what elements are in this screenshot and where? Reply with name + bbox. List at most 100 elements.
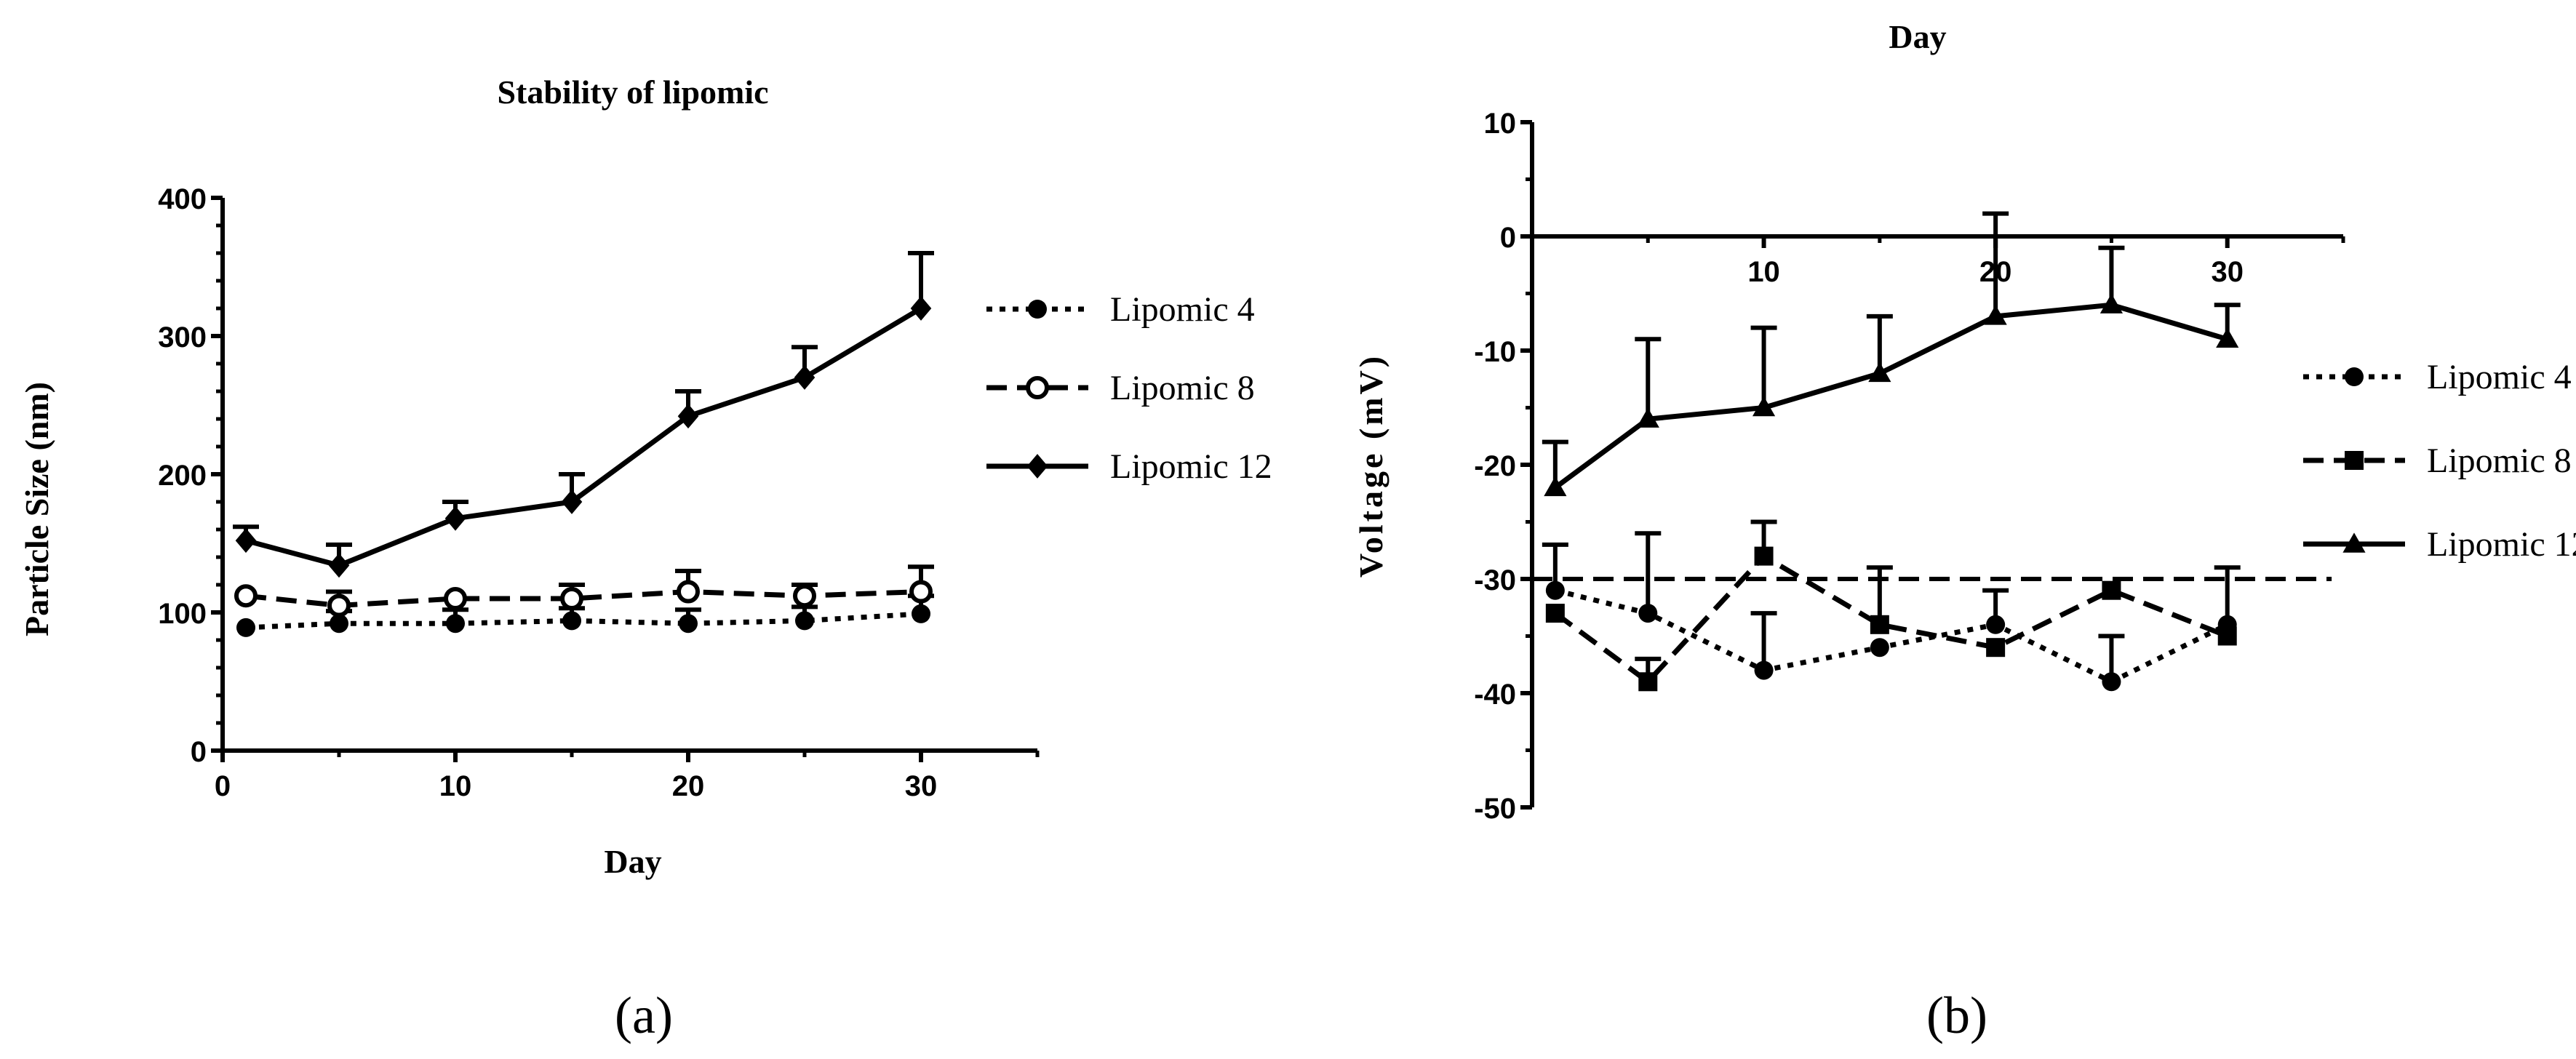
- panel-a-legend-label: Lipomic 8: [1110, 369, 1255, 407]
- panel-a-series-1-point: [446, 614, 465, 634]
- panel-a-series-3-point: [235, 528, 257, 554]
- panel-b-series-3-point: [1544, 476, 1567, 497]
- panel-a-series-2-point: [327, 594, 351, 618]
- panel-a-legend-entry-3: Lipomic 12: [986, 447, 1272, 486]
- panel-b-series-2-point: [2217, 626, 2237, 646]
- panel-a-y-axis-label: Particle Size (nm): [18, 382, 55, 636]
- panel-b-series-2-point: [1870, 615, 1889, 634]
- panel-b-legend-swatch-marker: [2342, 532, 2366, 553]
- panel-b-series-2-point: [1638, 672, 1658, 692]
- panel-a-series-3-group: [233, 251, 934, 578]
- panel-b-series-1-point: [1638, 604, 1658, 623]
- panel-b-series-2-group: [1545, 519, 2237, 692]
- panel-a-series-2-point: [560, 587, 583, 610]
- panel-b-legend: Lipomic 4 Lipomic 8 Lipomic 12: [2303, 358, 2576, 564]
- panel-b-series-3-point: [2216, 327, 2239, 348]
- panel-b-y-axis-label: Voltage (mV): [1352, 353, 1389, 578]
- panel-b-legend-swatch-marker: [2345, 451, 2364, 470]
- panel-a-legend-swatch-marker: [1026, 376, 1049, 399]
- panel-a-legend-swatch-marker: [1028, 300, 1047, 319]
- panel-b-title: Day: [1889, 18, 1946, 55]
- panel-b-series-1-point: [1870, 638, 1889, 658]
- panel-b-y-tick-label: -10: [1474, 336, 1516, 368]
- panel-b-y-tick-label: -30: [1474, 564, 1516, 596]
- panel-b-y-tick-label: 10: [1484, 108, 1517, 140]
- panel-b-series-1-point: [2102, 672, 2121, 692]
- panel-b-series-3-point: [1636, 407, 1659, 428]
- panel-a-legend-swatch-marker: [1026, 454, 1048, 479]
- panel-a-series-2-point: [444, 587, 467, 610]
- panel-b-series-3-point: [1984, 305, 2007, 325]
- panel-a-series-1-point: [679, 614, 698, 634]
- panel-a-series-3-point: [677, 404, 699, 429]
- panel-b-y-tick-label: -40: [1474, 679, 1516, 711]
- panel-b-legend-label: Lipomic 4: [2427, 358, 2572, 396]
- panel-a-series-3-point: [444, 505, 466, 531]
- panel-b-y-tick-label: -20: [1474, 450, 1516, 482]
- panel-a-y-tick-label: 100: [158, 598, 207, 630]
- panel-a-panel-label: (a): [615, 986, 673, 1044]
- panel-a-axes: 0 100 200 300 400 0 10 20 30: [158, 183, 1040, 802]
- panel-b-legend-swatch-marker: [2345, 367, 2364, 386]
- panel-b-chart: Day Voltage (mV) (b) 10 0 -10 -20 -30 -40 -50 1…: [1352, 18, 2576, 1044]
- panel-b-series-2-point: [1986, 638, 2006, 658]
- panel-a-series-3-point: [561, 489, 583, 514]
- panel-a-x-tick-label: 30: [905, 770, 938, 802]
- panel-a-series-1-point: [795, 611, 814, 631]
- panel-b-legend-entry-3: Lipomic 12: [2303, 525, 2576, 564]
- panel-a-series-group: [233, 251, 934, 637]
- panel-b-series-1-point: [1754, 660, 1774, 680]
- panel-b-series-group: [1532, 211, 2332, 692]
- panel-b-series-2-point: [2102, 580, 2121, 600]
- panel-b-series-1-point: [1545, 580, 1565, 600]
- panel-a-series-3-point: [910, 296, 932, 321]
- panel-a-series-2-point: [909, 580, 933, 604]
- panel-a-title: Stability of lipomic: [497, 73, 768, 111]
- panel-b-series-3-point: [1752, 396, 1776, 417]
- panel-b-legend-entry-2: Lipomic 8: [2303, 441, 2572, 480]
- panel-b-legend-entry-1: Lipomic 4: [2303, 358, 2572, 396]
- panel-b-panel-label: (b): [1926, 986, 1987, 1044]
- panel-a-y-tick-label: 0: [191, 736, 207, 768]
- panel-a-series-1-point: [236, 618, 255, 637]
- panel-a-legend-entry-2: Lipomic 8: [986, 369, 1255, 407]
- panel-b-series-3-point: [1868, 361, 1891, 383]
- panel-b-x-tick-label: 30: [2211, 256, 2244, 288]
- panel-a-legend: Lipomic 4 Lipomic 8 Lipomic 12: [986, 290, 1272, 486]
- panel-a-series-3-point: [328, 553, 350, 578]
- panel-b-series-1-point: [1986, 615, 2006, 634]
- panel-a-y-tick-label: 400: [158, 183, 207, 215]
- panel-a-series-1-point: [330, 614, 348, 634]
- panel-a-legend-entry-1: Lipomic 4: [986, 290, 1255, 329]
- panel-a-series-3-point: [794, 365, 816, 390]
- panel-a-y-tick-label: 200: [158, 460, 207, 492]
- panel-a-series-2-point: [793, 584, 816, 608]
- panel-a-chart: Stability of lipomic Day Particle Size (…: [18, 73, 1272, 1044]
- panel-b-legend-label: Lipomic 8: [2427, 441, 2572, 480]
- panel-a-x-tick-label: 10: [439, 770, 472, 802]
- panel-a-x-axis-label: Day: [604, 843, 661, 880]
- panel-a-y-tick-label: 300: [158, 321, 207, 353]
- panel-b-series-2-point: [1754, 546, 1774, 566]
- panel-a-series-1-point: [562, 611, 581, 631]
- panel-a-series-1-point: [912, 604, 930, 623]
- panel-a-series-2-point: [677, 580, 700, 604]
- panel-a-series-2-point: [234, 584, 258, 608]
- panel-a-series-3-line: [245, 305, 922, 568]
- panel-b-series-1-line: [1555, 588, 2229, 684]
- panel-b-x-tick-label: 10: [1747, 256, 1780, 288]
- panel-b-series-3-line: [1553, 302, 2228, 490]
- panel-b-axes: 100-10-20-30-40-50102030: [1474, 108, 2345, 825]
- panel-b-y-tick-label: -50: [1474, 793, 1516, 825]
- panel-b-y-tick-label: 0: [1500, 222, 1516, 254]
- panel-a-x-tick-label: 20: [672, 770, 705, 802]
- panel-a-legend-label: Lipomic 4: [1110, 290, 1255, 329]
- panel-b-series-3-point: [2100, 293, 2124, 313]
- panel-b-series-3-group: [1542, 211, 2241, 497]
- panel-a-legend-label: Lipomic 12: [1110, 447, 1272, 486]
- panel-b-series-2-point: [1545, 604, 1565, 623]
- panel-b-series-1-group: [1542, 531, 2241, 692]
- panel-a-series-2-group: [234, 564, 934, 618]
- panel-b-legend-label: Lipomic 12: [2427, 525, 2576, 564]
